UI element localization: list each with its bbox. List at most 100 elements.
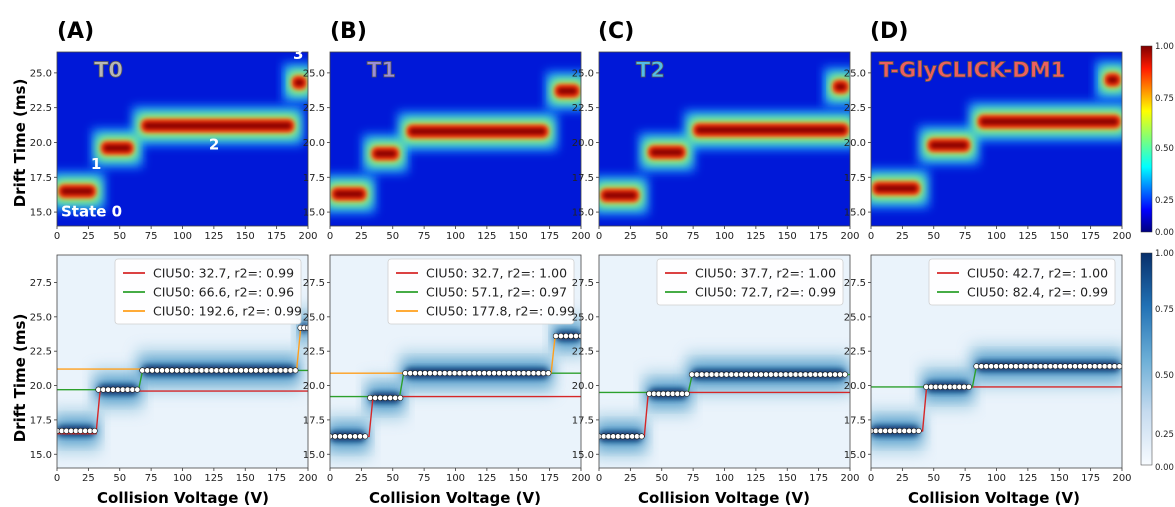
centroid-point [525, 370, 532, 377]
y-tick-label: 25.0 [572, 312, 594, 323]
x-tick-label: 0 [54, 473, 60, 484]
x-tick-label: 200 [571, 231, 590, 242]
x-tick-label: 75 [418, 231, 431, 242]
centroid-point [802, 371, 809, 378]
centroid-point [139, 367, 146, 374]
centroid-point [777, 371, 784, 378]
centroid-point [407, 370, 414, 377]
centroid-point [1072, 363, 1079, 370]
x-tick-label: 150 [509, 231, 528, 242]
centroid-point [412, 370, 419, 377]
legend-label: CIU50: 82.4, r2=: 0.99 [967, 285, 1108, 300]
centroid-point [486, 370, 493, 377]
fit-heatmap [330, 314, 581, 459]
y-tick-label: 15.0 [303, 208, 325, 219]
x-tick-label: 100 [446, 231, 465, 242]
centroid-point [193, 367, 200, 374]
x-tick-label: 75 [687, 473, 700, 484]
fit-legend: CIU50: 32.7, r2=: 1.00 CIU50: 57.1, r2=: … [387, 258, 575, 325]
centroid-point [203, 367, 210, 374]
centroid-point [998, 363, 1005, 370]
centroid-point [1096, 363, 1103, 370]
x-tick-label: 200 [298, 231, 317, 242]
centroid-point [683, 390, 690, 397]
x-tick-label: 125 [1018, 473, 1037, 484]
colorbar-blues-tick-075: 0.75 [1155, 305, 1174, 315]
centroid-point [91, 427, 98, 434]
centroid-point [183, 367, 190, 374]
centroid-point [277, 367, 284, 374]
centroid-point [441, 370, 448, 377]
x-axis-label-a: Collision Voltage (V) [97, 489, 269, 507]
state-label: 1 [91, 155, 101, 173]
x-tick-label: 150 [1050, 473, 1069, 484]
centroid-point [515, 370, 522, 377]
x-tick-label: 100 [173, 231, 192, 242]
centroid-point [688, 371, 695, 378]
y-tick-label: 15.0 [844, 450, 866, 461]
centroid-point [476, 370, 483, 377]
x-tick-label: 200 [1112, 473, 1131, 484]
centroid-point [1086, 363, 1093, 370]
x-tick-label: 125 [477, 231, 496, 242]
centroid-point [718, 371, 725, 378]
panel-letter-b: (B) [330, 19, 367, 44]
x-tick-label: 100 [173, 473, 192, 484]
legend-box [387, 258, 575, 325]
state-label: State 0 [61, 202, 122, 220]
centroid-point [262, 367, 269, 374]
y-tick-label: 25.0 [572, 68, 594, 79]
legend-box [114, 258, 302, 325]
y-tick-label: 20.0 [844, 381, 866, 392]
x-tick-label: 25 [624, 473, 637, 484]
x-tick-label: 125 [204, 231, 223, 242]
heatmap-features [871, 59, 1122, 209]
centroid-point [223, 367, 230, 374]
y-tick-label: 17.5 [303, 173, 325, 184]
y-tick-label: 22.5 [30, 103, 52, 114]
y-tick-label: 22.5 [844, 347, 866, 358]
x-tick-label: 0 [868, 231, 874, 242]
x-axis-label-d: Collision Voltage (V) [908, 489, 1080, 507]
colorbar-blues-tick-050: 0.50 [1155, 371, 1174, 381]
centroid-point [352, 433, 359, 440]
x-tick-label: 200 [840, 473, 859, 484]
y-tick-label: 17.5 [572, 173, 594, 184]
centroid-point [1091, 363, 1098, 370]
x-tick-label: 200 [1112, 231, 1131, 242]
heatmap-peak [294, 79, 304, 87]
centroid-point [347, 433, 354, 440]
colorbar-jet-tick-050: 0.50 [1155, 144, 1174, 154]
y-tick-label: 20.0 [303, 381, 325, 392]
centroid-point [562, 333, 569, 340]
centroid-point [530, 370, 537, 377]
colorbar-blues-tick-100: 1.00 [1155, 249, 1174, 259]
centroid-point [1012, 363, 1019, 370]
y-tick-label: 20.0 [844, 138, 866, 149]
y-tick-label: 25.0 [844, 312, 866, 323]
centroid-point [1007, 363, 1014, 370]
x-tick-label: 25 [896, 231, 909, 242]
centroid-point [159, 367, 166, 374]
centroid-point [552, 333, 559, 340]
x-tick-label: 125 [477, 473, 496, 484]
legend-label: CIU50: 57.1, r2=: 0.97 [426, 285, 567, 300]
y-tick-label: 15.0 [572, 208, 594, 219]
centroid-point [772, 371, 779, 378]
x-tick-label: 175 [540, 473, 559, 484]
fit-heatmap [871, 344, 1122, 453]
panels: 0 25 50 75 100 125 150 175 20015.017.520.022.525… [30, 45, 1132, 484]
heatmap-features [330, 70, 581, 214]
y-tick-label: 27.5 [303, 278, 325, 289]
x-tick-label: 50 [386, 231, 399, 242]
x-tick-label: 175 [809, 473, 828, 484]
x-tick-label: 175 [267, 231, 286, 242]
centroid-point [1111, 363, 1118, 370]
x-tick-label: 200 [571, 473, 590, 484]
centroid-point [282, 367, 289, 374]
centroid-point [218, 367, 225, 374]
centroid-point [426, 370, 433, 377]
heatmap-peak [103, 144, 131, 152]
legend-box [928, 258, 1116, 306]
centroid-point [520, 370, 527, 377]
